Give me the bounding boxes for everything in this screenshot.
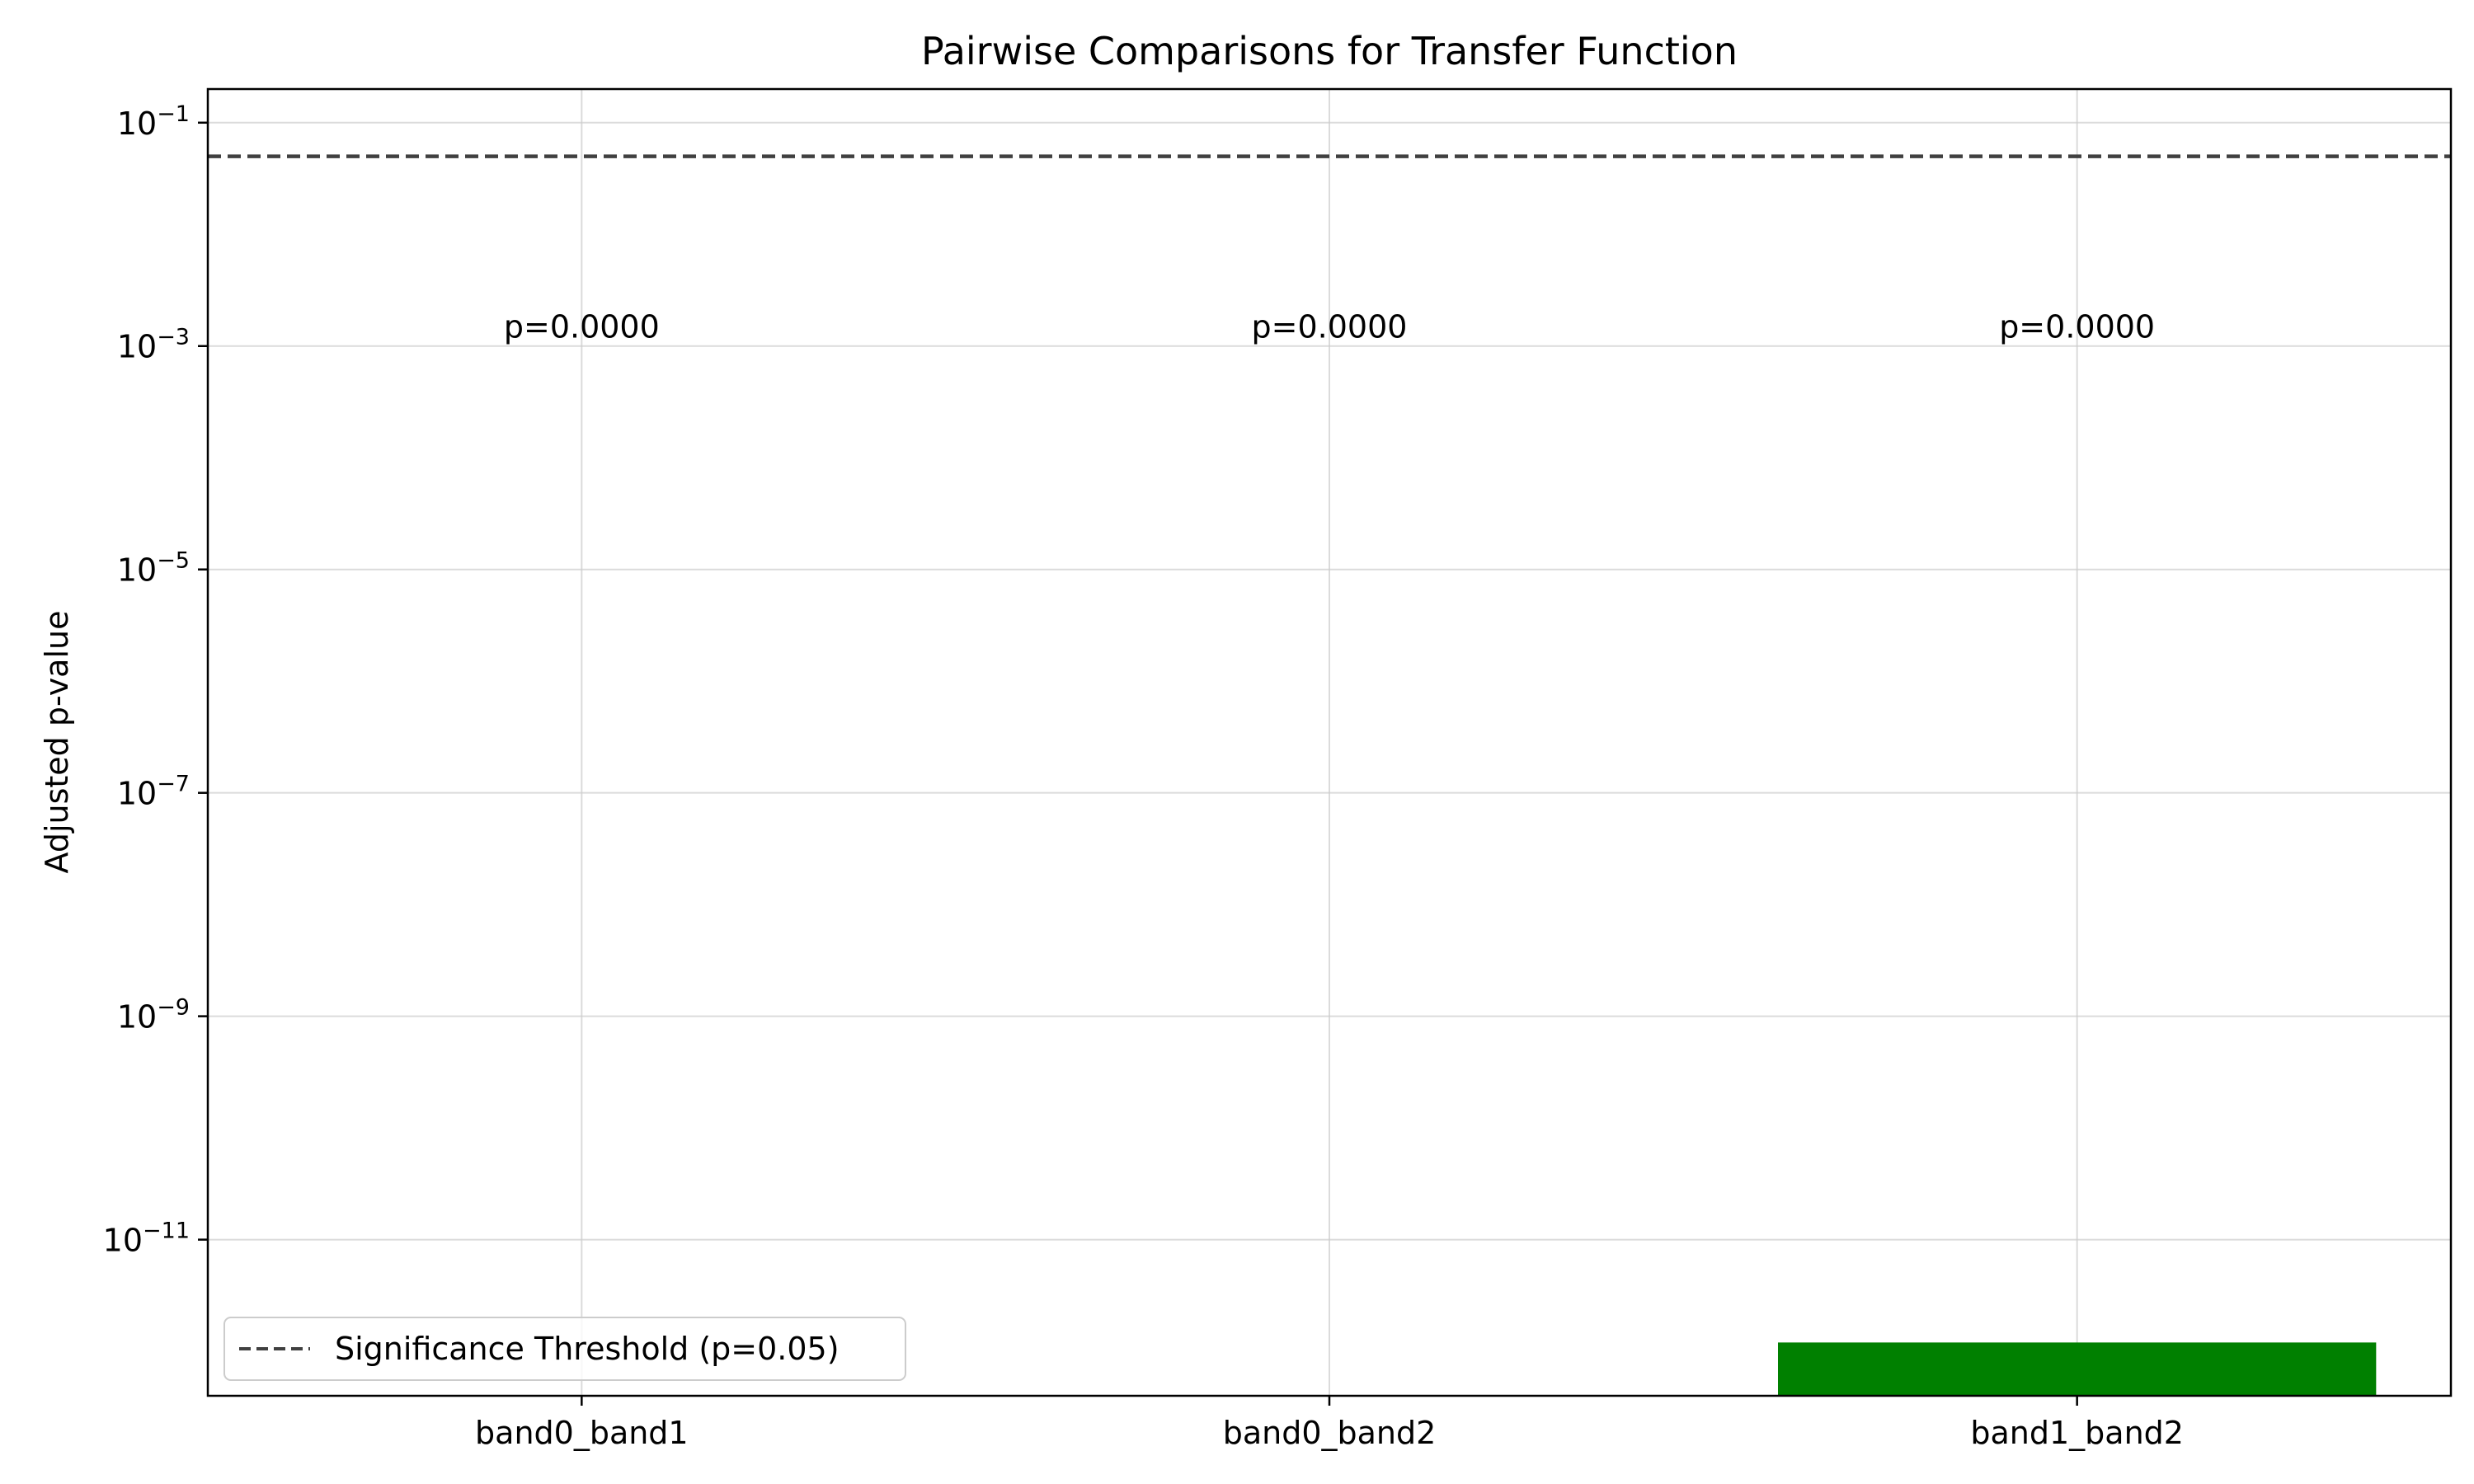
legend: Significance Threshold (p=0.05) [223, 1317, 906, 1381]
y-axis-ticks: 10−11 10−9 10−7 10−5 10−3 10−1 [103, 101, 208, 1259]
bars [1778, 1342, 2377, 1396]
y-tick-label: 10−9 [117, 995, 190, 1036]
data-labels: p=0.0000 p=0.0000 p=0.0000 [504, 309, 2155, 345]
legend-threshold-label: Significance Threshold (p=0.05) [335, 1331, 840, 1367]
x-tick-label-band1_band2: band1_band2 [1970, 1415, 2184, 1451]
x-tick-label-band0_band2: band0_band2 [1223, 1415, 1437, 1451]
y-tick-label: 10−3 [117, 325, 190, 365]
y-tick-label: 10−1 [117, 101, 190, 142]
chart-title: Pairwise Comparisons for Transfer Functi… [921, 29, 1738, 73]
y-tick-label: 10−7 [117, 772, 190, 812]
y-tick-label: 10−11 [103, 1219, 190, 1259]
x-tick-label-band0_band1: band0_band1 [475, 1415, 689, 1451]
data-label-band0_band1: p=0.0000 [504, 309, 660, 345]
bar-band1_band2 [1778, 1342, 2377, 1396]
y-tick-label: 10−5 [117, 548, 190, 589]
grid-lines [208, 89, 2451, 1396]
y-axis-label: Adjusted p-value [39, 611, 75, 874]
data-label-band1_band2: p=0.0000 [1999, 309, 2155, 345]
data-label-band0_band2: p=0.0000 [1252, 309, 1408, 345]
legend-box [223, 1317, 906, 1381]
x-axis-ticks: band0_band1 band0_band2 band1_band2 [475, 1396, 2184, 1451]
